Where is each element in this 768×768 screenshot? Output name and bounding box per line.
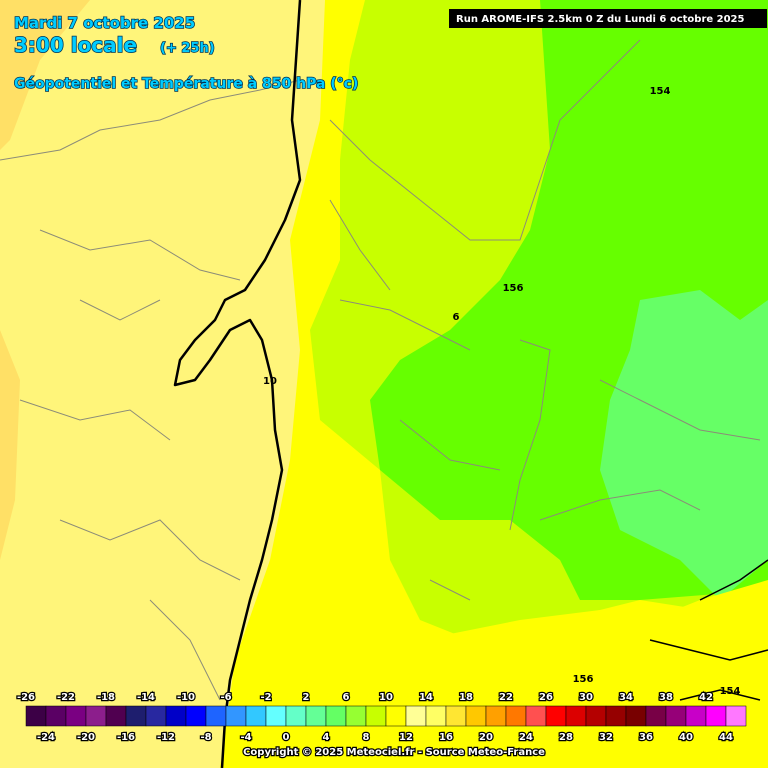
contour-label: 10: [263, 376, 277, 387]
color-swatch: [545, 705, 567, 727]
color-swatch: [225, 705, 247, 727]
scale-label: -14: [137, 692, 155, 703]
color-swatch: [525, 705, 547, 727]
run-box: [449, 9, 767, 28]
color-swatch: [505, 705, 527, 727]
time: 3:00 locale: [14, 33, 137, 57]
color-swatch: [105, 705, 127, 727]
scale-label: -6: [220, 692, 231, 703]
field-alps: [420, 580, 768, 700]
scale-label: 14: [419, 692, 433, 703]
color-swatch: [165, 705, 187, 727]
color-swatch: [405, 705, 427, 727]
coastline: [173, 0, 302, 768]
contour-label: 154: [650, 86, 671, 97]
color-swatch: [585, 705, 607, 727]
field-light-green: [600, 290, 768, 600]
color-swatch: [605, 705, 627, 727]
color-swatch: [645, 705, 667, 727]
scale-label: -20: [77, 732, 95, 743]
scale-label: 32: [599, 732, 613, 743]
scale-label: -24: [37, 732, 55, 743]
run-info: Run AROME-IFS 2.5km 0 Z du Lundi 6 octob…: [456, 14, 745, 25]
scale-label: -8: [200, 732, 211, 743]
color-swatch: [365, 705, 387, 727]
color-swatch: [185, 705, 207, 727]
color-swatch: [145, 705, 167, 727]
color-swatch: [665, 705, 687, 727]
scale-label: -16: [117, 732, 135, 743]
scale-label: 20: [479, 732, 493, 743]
color-swatch: [565, 705, 587, 727]
color-swatch: [465, 705, 487, 727]
color-swatch: [485, 705, 507, 727]
color-swatch: [385, 705, 407, 727]
copyright: Copyright © 2025 Meteociel.fr - Source M…: [243, 747, 545, 758]
scale-label: 18: [459, 692, 473, 703]
scale-label: 44: [719, 732, 733, 743]
color-swatch: [305, 705, 327, 727]
contour-label: 6: [453, 312, 460, 323]
color-swatch: [725, 705, 747, 727]
color-swatch: [325, 705, 347, 727]
color-swatch: [685, 705, 707, 727]
admin-borders: [0, 39, 761, 701]
color-swatch: [245, 705, 267, 727]
field-orange: [0, 330, 20, 560]
scale-label: -18: [97, 692, 115, 703]
scale-label: 30: [579, 692, 593, 703]
date: Mardi 7 octobre 2025: [14, 14, 195, 32]
scale-label: 28: [559, 732, 573, 743]
scale-label: 24: [519, 732, 533, 743]
scale-label: 10: [379, 692, 393, 703]
scale-label: -26: [17, 692, 35, 703]
contour-labels: 154 156 6 10 156 154: [263, 86, 740, 697]
color-swatch: [625, 705, 647, 727]
color-swatch: [445, 705, 467, 727]
scale-label: 36: [639, 732, 653, 743]
color-swatch: [705, 705, 727, 727]
contour-label: 156: [573, 674, 594, 685]
color-swatch: [285, 705, 307, 727]
color-swatch: [265, 705, 287, 727]
scale-label: 0: [283, 732, 290, 743]
scale-label: -2: [260, 692, 271, 703]
contour-label: 156: [503, 283, 524, 294]
color-swatch: [425, 705, 447, 727]
scale-label: 40: [679, 732, 693, 743]
lead-time: (+ 25h): [160, 41, 215, 56]
color-swatch: [345, 705, 367, 727]
color-scale: -26 -22 -18 -14 -10 -6 -2 2 6 10 14 18 22 26 30 34 38 42-…: [16, 691, 747, 744]
scale-label: 12: [399, 732, 413, 743]
scale-label: 42: [699, 692, 713, 703]
scale-label: -22: [57, 692, 75, 703]
color-swatch: [25, 705, 47, 727]
scale-label: -10: [177, 692, 195, 703]
scale-label: 26: [539, 692, 553, 703]
scale-label: 34: [619, 692, 633, 703]
scale-label: 16: [439, 732, 453, 743]
color-swatch: [65, 705, 87, 727]
scale-label: 38: [659, 692, 673, 703]
scale-label: -12: [157, 732, 175, 743]
parameter: Géopotentiel et Température à 850 hPa (°…: [14, 76, 358, 92]
color-swatch: [85, 705, 107, 727]
contour-label: 154: [720, 686, 741, 697]
scale-label: 6: [343, 692, 350, 703]
scale-label: 4: [323, 732, 330, 743]
scale-label: 22: [499, 692, 513, 703]
color-swatch: [205, 705, 227, 727]
scale-label: 8: [363, 732, 370, 743]
color-swatch: [125, 705, 147, 727]
scale-label: 2: [303, 692, 310, 703]
color-swatch: [45, 705, 67, 727]
scale-label: -4: [240, 732, 251, 743]
alps-contours: [649, 559, 768, 701]
field-orange: [0, 0, 90, 150]
